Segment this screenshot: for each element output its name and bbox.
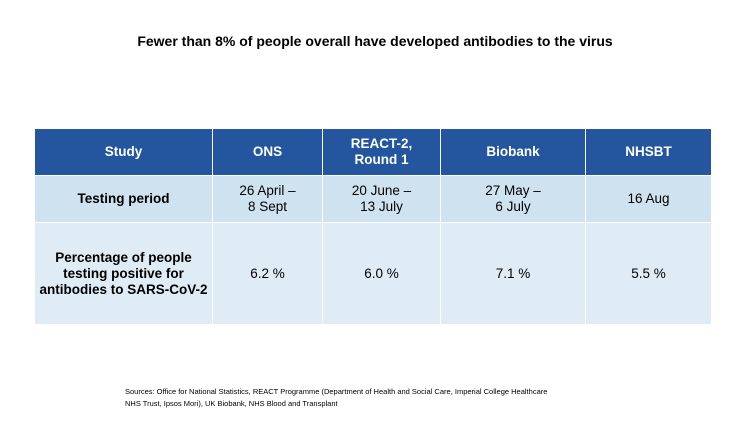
header-cell: Biobank	[440, 128, 586, 176]
title: Fewer than 8% of people overall have dev…	[137, 33, 613, 49]
header-cell: NHSBT	[585, 128, 712, 176]
cell: 20 June – 13 July	[322, 175, 441, 223]
cell: 16 Aug	[585, 175, 712, 223]
header-cell: ONS	[212, 128, 323, 176]
header-cell: Study	[34, 128, 213, 176]
row-label: Testing period	[34, 175, 213, 223]
header-row: Study ONS REACT-2, Round 1 Biobank NHSBT	[34, 128, 712, 176]
cell: 6.0 %	[322, 222, 441, 325]
cell: 5.5 %	[585, 222, 712, 325]
table: Study ONS REACT-2, Round 1 Biobank NHSBT…	[34, 128, 712, 325]
cell: 27 May – 6 July	[440, 175, 586, 223]
row: Percentage of people testing positive fo…	[34, 222, 712, 325]
header-cell: REACT-2, Round 1	[322, 128, 441, 176]
source-line: Sources: Office for National Statistics,…	[125, 387, 548, 396]
cell: 26 April – 8 Sept	[212, 175, 323, 223]
row-label: Percentage of people testing positive fo…	[34, 222, 213, 325]
cell: 6.2 %	[212, 222, 323, 325]
row: Testing period 26 April – 8 Sept 20 June…	[34, 175, 712, 223]
source: Sources: Office for National Statistics,…	[125, 386, 547, 410]
cell: 7.1 %	[440, 222, 586, 325]
source-line: NHS Trust, Ipsos Mori), UK Biobank, NHS …	[125, 399, 338, 408]
